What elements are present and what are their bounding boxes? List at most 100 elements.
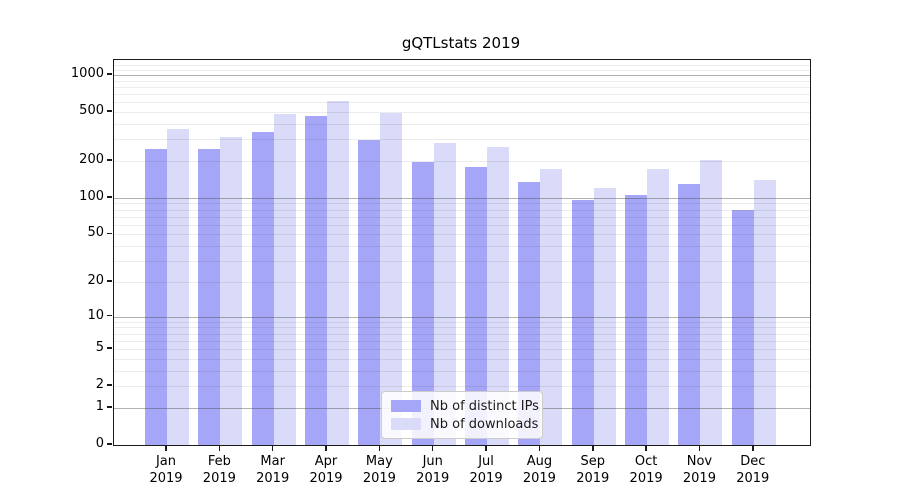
gridline-minor [114,80,810,82]
bar-downloads-may [380,113,403,445]
x-axis-tick [271,445,274,451]
gridline-minor [114,139,810,141]
plot-area: Nb of distinct IPs Nb of downloads [113,59,811,446]
gridline-minor [114,224,810,226]
y-axis-tick [107,347,112,349]
legend-swatch-distinct-ips-icon [391,400,421,412]
bar-downloads-jan [167,129,189,445]
gridline-minor [114,112,810,114]
bar-distinct-ips-aug [518,182,541,445]
x-axis-tick [698,445,701,451]
x-axis-tick [165,445,167,451]
x-axis-tick [325,445,327,451]
bar-distinct-ips-dec [731,209,754,445]
gridline-minor [114,65,810,67]
legend-row-downloads: Nb of downloads [391,415,538,433]
bar-downloads-oct [647,169,670,445]
gridline-minor [114,370,810,372]
y-axis-tick-label: 500 [79,103,104,119]
legend-label-distinct-ips: Nb of distinct IPs [430,398,539,414]
legend-swatch-downloads-icon [391,418,421,430]
y-axis-tick-label: 200 [79,152,104,168]
gridline-minor [114,216,810,218]
bar-distinct-ips-apr [305,115,328,445]
y-axis-tick-label: 2 [95,377,104,393]
y-axis-tick [107,232,112,235]
bar-distinct-ips-jan [145,149,167,445]
x-axis-tick-label: Jul 2019 [454,453,518,487]
gridline-minor [114,203,810,205]
x-axis-tick-label: Dec 2019 [721,453,785,487]
bar-downloads-aug [540,169,563,445]
bar-downloads-nov [700,160,723,445]
x-axis-tick-year: 2019 [682,471,716,486]
x-axis-tick-label: Feb 2019 [187,453,251,487]
gridline-minor [114,69,810,71]
x-axis-tick-year: 2019 [522,471,556,486]
x-axis-tick-year: 2019 [416,471,450,486]
bars-layer [114,60,810,445]
x-axis-tick-label: Mar 2019 [241,453,305,487]
gridline-minor [114,349,810,351]
y-axis-tick-label: 1 [95,398,104,414]
x-axis-tick-year: 2019 [576,471,610,486]
y-axis-tick-label: 5 [95,340,104,356]
bar-distinct-ips-mar [251,132,274,445]
y-axis-tick [107,110,112,112]
gridline-minor [114,333,810,335]
legend-label-downloads: Nb of downloads [430,416,539,432]
gridline-minor [114,124,810,126]
gridline-minor [114,386,810,388]
x-axis-tick [752,445,754,451]
x-axis-tick-label: Jun 2019 [401,453,465,487]
gridline-minor [114,86,810,88]
gridline-minor [114,234,810,236]
y-axis-tick [107,159,112,161]
gridline-minor [114,102,810,104]
x-axis-tick-year: 2019 [469,471,503,486]
bar-distinct-ips-feb [198,149,221,445]
x-axis-tick-label: Sep 2019 [561,453,625,487]
bar-distinct-ips-oct [625,194,648,445]
x-axis-tick [485,445,487,451]
gridline-major [114,316,810,318]
x-axis-tick-label: May 2019 [347,453,411,487]
y-axis-tick [107,73,112,75]
grid-layer [114,60,810,445]
y-axis-tick-label: 1000 [70,66,104,82]
x-axis-tick-label: Aug 2019 [507,453,571,487]
bar-distinct-ips-may [358,139,381,445]
y-axis-tick-label: 10 [87,307,104,323]
y-axis-tick-label: 100 [79,188,104,204]
gridline-minor [114,358,810,360]
bar-downloads-dec [753,180,776,445]
y-axis-tick [107,196,112,198]
gridline-minor [114,321,810,323]
gridline-major [114,197,810,199]
x-axis-tick [592,445,594,451]
x-axis-tick-year: 2019 [629,471,663,486]
x-axis-tick-label: Nov 2019 [667,453,731,487]
x-axis-tick-year: 2019 [736,471,770,486]
x-axis-tick [538,445,541,451]
y-axis-tick [107,280,112,282]
x-axis-tick-label: Oct 2019 [614,453,678,487]
bar-distinct-ips-jul [465,166,488,445]
bar-downloads-mar [273,113,296,445]
bar-downloads-sep [593,188,616,445]
x-axis-tick [378,445,381,451]
y-axis-tick [107,384,112,386]
bar-distinct-ips-nov [678,183,701,445]
x-axis-tick-label: Apr 2019 [294,453,358,487]
x-axis-tick [645,445,647,451]
legend-row-distinct-ips: Nb of distinct IPs [391,397,539,415]
x-axis-tick [431,445,434,451]
x-axis-tick-year: 2019 [309,471,343,486]
x-axis-tick-label: Jan 2019 [134,453,198,487]
x-axis-tick-year: 2019 [202,471,236,486]
y-axis-tick [107,443,112,445]
bar-downloads-apr [327,100,350,445]
gridline-minor [114,209,810,211]
bar-distinct-ips-jun [411,161,434,445]
bar-downloads-feb [220,136,243,445]
